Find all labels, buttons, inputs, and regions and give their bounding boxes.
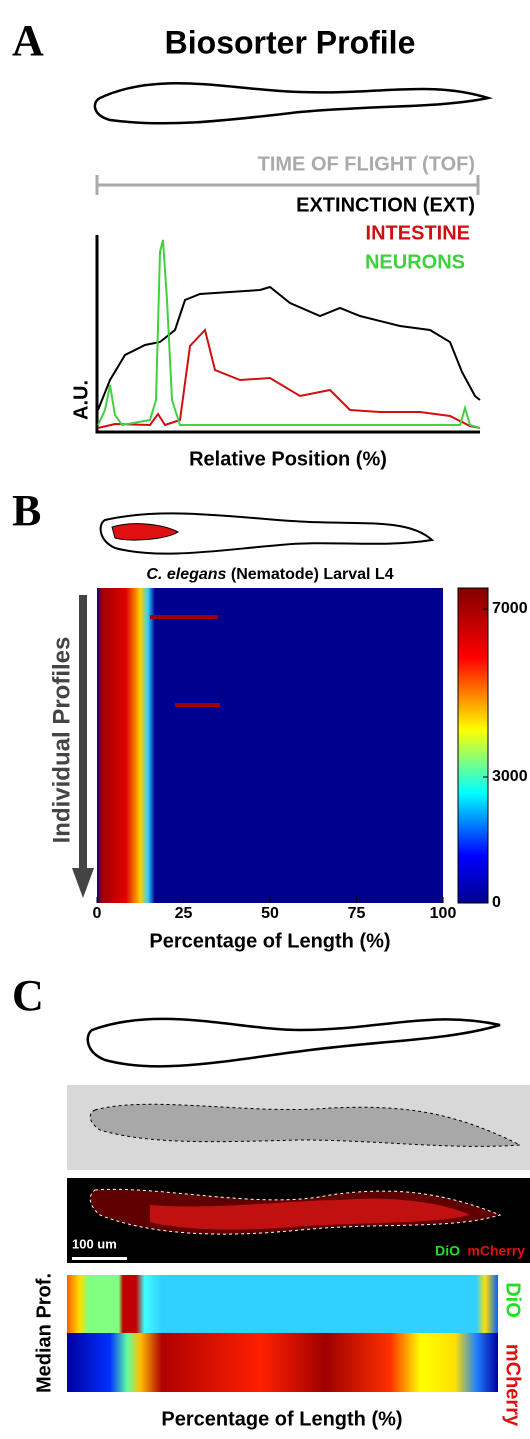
channel-label: DiO: [502, 1282, 524, 1318]
x-tick-label: 100: [430, 905, 457, 922]
axes: [95, 235, 480, 434]
worm-image: [89, 1103, 522, 1147]
channel-label: mCherry: [502, 1344, 524, 1427]
arrow-head: [72, 868, 94, 898]
y-axis-label: Individual Profiles: [48, 637, 75, 844]
channel-label: mCherry: [467, 1243, 525, 1259]
channel-label: DiO: [435, 1243, 460, 1259]
axis-ticks: 0 25 50 75 100 0 3000 7000: [93, 600, 528, 922]
panel-title: C. elegans (Nematode) Larval L4: [146, 566, 393, 583]
colorbar-tick-label: 3000: [492, 768, 528, 785]
scale-bar-label: 100 um: [72, 1236, 117, 1251]
mcherry-signal: [150, 1198, 470, 1230]
worm-outline: [99, 512, 435, 555]
species: C. elegans: [146, 566, 226, 583]
mcherry-profile: [67, 1333, 498, 1392]
legend-neurons: NEURONS: [365, 251, 465, 273]
dio-profile: [67, 1275, 498, 1333]
y-axis-label: A.U.: [70, 380, 92, 420]
neurons-curve: [97, 239, 481, 429]
panel-label: A: [12, 16, 44, 65]
x-tick-label: 75: [348, 905, 366, 922]
panel-label: C: [12, 971, 44, 1020]
heatmap-streak: [175, 703, 220, 707]
ext-curve: [97, 285, 481, 411]
scale-bar: [72, 1257, 127, 1260]
heatmap-band: [97, 588, 155, 903]
x-tick-label: 25: [175, 905, 193, 922]
intestine-curve: [97, 327, 481, 429]
x-axis-label: Percentage of Length (%): [161, 1408, 402, 1430]
panel-title: Biosorter Profile: [165, 24, 416, 60]
tof-bar: [95, 175, 480, 195]
worm-outline: [93, 81, 493, 125]
x-tick-label: 50: [261, 905, 279, 922]
worm-outline: [86, 1017, 501, 1068]
x-axis-label: Percentage of Length (%): [149, 930, 390, 952]
title-rest: (Nematode) Larval L4: [226, 566, 393, 583]
legend-intestine: INTESTINE: [366, 222, 470, 244]
y-axis-label: Median Prof.: [33, 1273, 55, 1393]
heatmap-streak: [150, 615, 218, 619]
x-tick-label: 0: [93, 905, 102, 922]
intestine-shape: [111, 523, 180, 541]
x-axis-label: Relative Position (%): [189, 448, 387, 470]
colorbar-tick-label: 0: [492, 894, 501, 911]
colorbar-tick-label: 7000: [492, 600, 528, 617]
panel-label: B: [12, 486, 41, 535]
legend-tof: TIME OF FLIGHT (TOF): [258, 153, 475, 175]
colorbar: [457, 587, 489, 904]
legend-ext: EXTINCTION (EXT): [296, 194, 475, 216]
